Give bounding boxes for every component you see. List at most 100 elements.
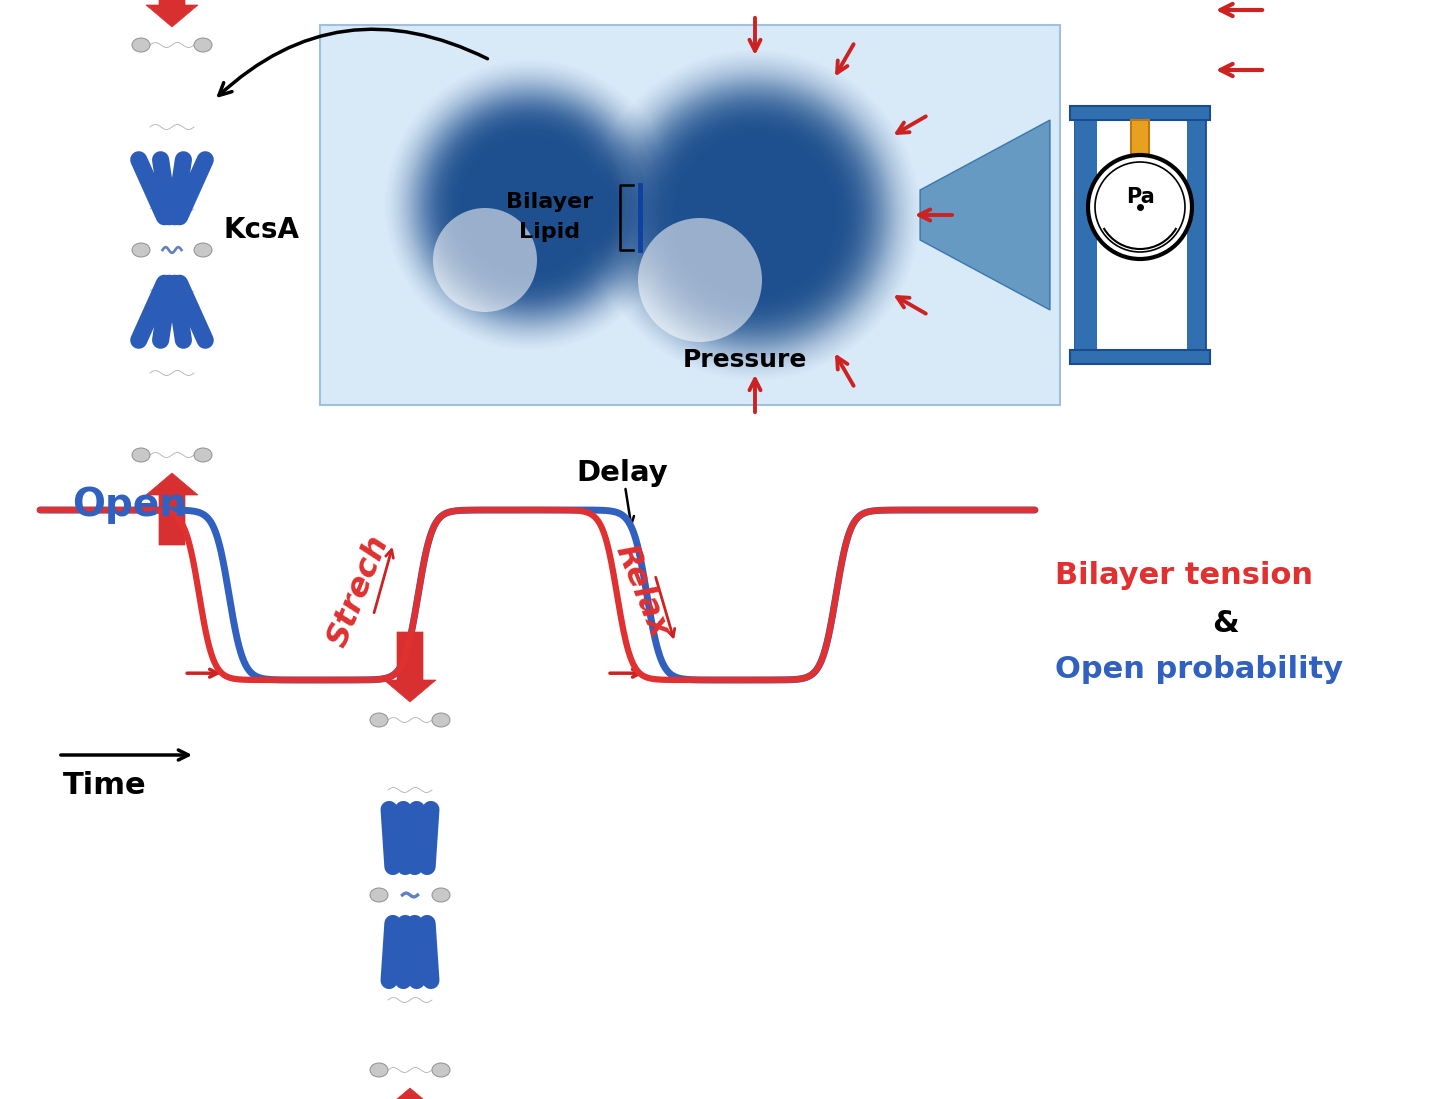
Circle shape xyxy=(433,208,537,312)
Circle shape xyxy=(704,164,806,266)
Text: Time: Time xyxy=(63,770,147,799)
Circle shape xyxy=(740,200,770,230)
Circle shape xyxy=(429,104,631,306)
Circle shape xyxy=(505,180,554,230)
Circle shape xyxy=(477,152,583,258)
Circle shape xyxy=(626,86,884,344)
Text: Delay: Delay xyxy=(576,458,668,487)
Circle shape xyxy=(649,110,860,320)
Circle shape xyxy=(720,180,791,249)
Ellipse shape xyxy=(194,38,212,52)
Polygon shape xyxy=(145,0,199,27)
Ellipse shape xyxy=(432,713,449,728)
Circle shape xyxy=(639,100,870,330)
Circle shape xyxy=(465,140,595,270)
Circle shape xyxy=(631,90,880,340)
Bar xyxy=(1130,120,1149,157)
Circle shape xyxy=(685,146,824,284)
Circle shape xyxy=(410,86,649,324)
Circle shape xyxy=(721,182,788,248)
Circle shape xyxy=(755,214,756,217)
Circle shape xyxy=(693,152,818,278)
Bar xyxy=(1076,107,1093,363)
Ellipse shape xyxy=(194,243,212,257)
Circle shape xyxy=(668,127,842,302)
Circle shape xyxy=(446,122,613,288)
Circle shape xyxy=(444,118,616,292)
Circle shape xyxy=(507,182,553,227)
Circle shape xyxy=(526,200,536,210)
Circle shape xyxy=(644,104,865,326)
Circle shape xyxy=(420,96,639,314)
Circle shape xyxy=(654,114,855,317)
Circle shape xyxy=(652,112,858,318)
Circle shape xyxy=(433,108,626,302)
Circle shape xyxy=(508,184,552,226)
Circle shape xyxy=(455,130,605,280)
Circle shape xyxy=(647,106,864,324)
Text: Relax: Relax xyxy=(609,541,675,643)
Bar xyxy=(1070,349,1210,364)
Circle shape xyxy=(690,149,819,280)
Circle shape xyxy=(428,102,634,308)
Circle shape xyxy=(456,132,603,278)
Circle shape xyxy=(482,158,577,252)
Circle shape xyxy=(511,186,549,224)
Circle shape xyxy=(431,106,629,304)
Circle shape xyxy=(747,208,762,222)
Circle shape xyxy=(678,138,832,292)
Bar xyxy=(1097,107,1192,363)
Circle shape xyxy=(485,160,575,249)
Circle shape xyxy=(492,168,567,242)
Circle shape xyxy=(675,136,834,295)
Circle shape xyxy=(497,173,563,238)
Circle shape xyxy=(636,96,874,334)
Circle shape xyxy=(752,212,757,218)
Circle shape xyxy=(662,122,848,308)
Circle shape xyxy=(706,166,804,264)
Circle shape xyxy=(730,190,780,240)
Circle shape xyxy=(513,188,547,222)
Bar xyxy=(320,25,1060,406)
Circle shape xyxy=(467,142,593,268)
Circle shape xyxy=(415,90,645,320)
Circle shape xyxy=(714,174,796,256)
Circle shape xyxy=(680,140,829,290)
Circle shape xyxy=(441,116,619,295)
Circle shape xyxy=(516,190,544,220)
Ellipse shape xyxy=(132,448,150,462)
Circle shape xyxy=(1089,155,1192,259)
Bar xyxy=(1076,115,1205,355)
Circle shape xyxy=(490,164,572,246)
Text: KcsA: KcsA xyxy=(225,217,300,244)
Circle shape xyxy=(445,120,615,290)
Ellipse shape xyxy=(194,448,212,462)
Ellipse shape xyxy=(132,243,150,257)
Circle shape xyxy=(423,98,636,312)
Polygon shape xyxy=(384,1088,436,1099)
Circle shape xyxy=(523,198,537,212)
Circle shape xyxy=(708,168,802,262)
Circle shape xyxy=(518,195,541,217)
Circle shape xyxy=(642,102,868,328)
Circle shape xyxy=(628,88,881,342)
Circle shape xyxy=(528,204,531,206)
Circle shape xyxy=(724,184,786,246)
Circle shape xyxy=(657,116,854,314)
Circle shape xyxy=(694,154,816,276)
Circle shape xyxy=(454,127,608,282)
Circle shape xyxy=(674,134,837,296)
Polygon shape xyxy=(384,632,436,702)
Circle shape xyxy=(527,202,533,208)
Circle shape xyxy=(664,124,847,306)
Text: Open probability: Open probability xyxy=(1056,655,1344,685)
Circle shape xyxy=(409,84,651,326)
Circle shape xyxy=(435,110,625,300)
Circle shape xyxy=(711,173,798,258)
Text: Bilayer: Bilayer xyxy=(507,192,593,212)
Circle shape xyxy=(475,149,585,260)
Text: Lipid: Lipid xyxy=(520,222,580,243)
Circle shape xyxy=(503,178,557,232)
Circle shape xyxy=(495,170,564,240)
Circle shape xyxy=(744,204,766,226)
